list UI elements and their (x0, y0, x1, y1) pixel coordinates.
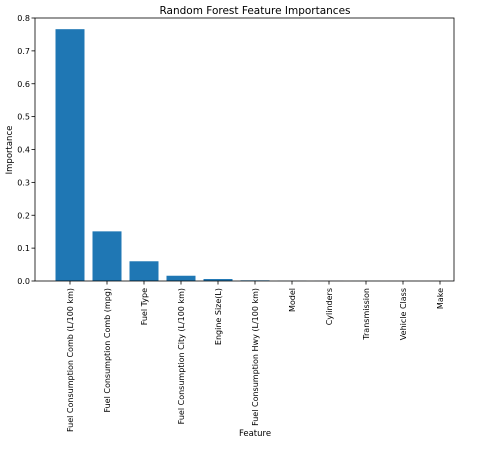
y-tick-label: 0.2 (17, 211, 30, 220)
y-tick-label: 0.5 (17, 113, 30, 122)
x-tick-label: Transmission (362, 288, 371, 341)
x-tick-label: Fuel Consumption Comb (L/100 km) (66, 288, 75, 432)
x-tick-label: Fuel Consumption Comb (mpg) (103, 288, 112, 413)
bar-3 (167, 276, 196, 281)
y-tick-label: 0.6 (17, 80, 30, 89)
x-tick-label: Engine Size(L) (214, 288, 223, 345)
bar-0 (56, 29, 85, 281)
bar-1 (93, 231, 122, 281)
x-tick-label: Fuel Type (140, 288, 149, 325)
y-tick-label: 0.3 (17, 178, 30, 187)
x-tick-label: Vehicle Class (399, 288, 408, 340)
x-tick-label: Fuel Consumption City (L/100 km) (177, 288, 186, 424)
x-tick-label: Make (436, 288, 445, 309)
y-axis-label: Importance (5, 126, 15, 175)
y-tick-label: 0.8 (17, 14, 30, 23)
x-tick-label: Cylinders (325, 288, 334, 325)
x-tick-label: Fuel Consumption Hwy (L/100 km) (251, 288, 260, 426)
y-tick-label: 0.4 (17, 146, 30, 155)
y-tick-label: 0.1 (17, 244, 30, 253)
y-tick-label: 0.7 (17, 47, 30, 56)
bar-2 (130, 261, 159, 281)
y-tick-label: 0.0 (17, 277, 30, 286)
x-tick-label: Model (288, 288, 297, 312)
chart-title: Random Forest Feature Importances (159, 5, 350, 17)
x-axis-label: Feature (239, 429, 271, 439)
